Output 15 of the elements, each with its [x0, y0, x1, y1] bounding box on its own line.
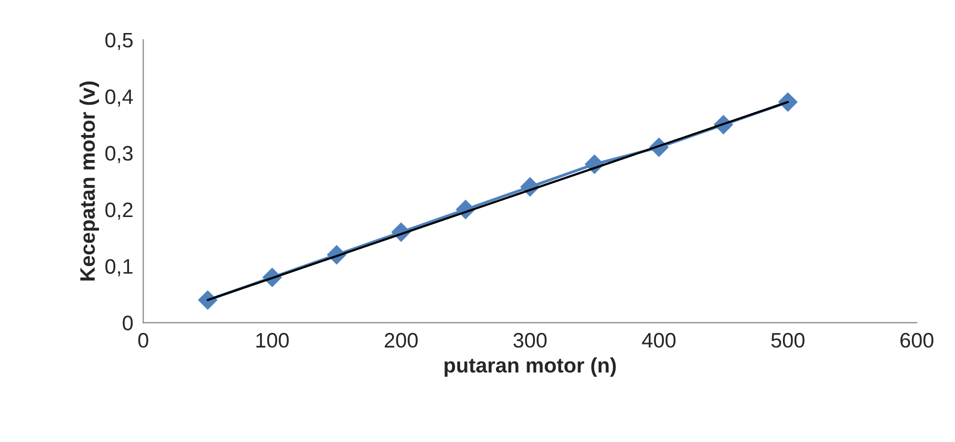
x-tick-label: 600 [900, 332, 934, 348]
y-axis-title: Kecepatan motor (v) [80, 82, 100, 281]
y-tick-label: 0 [122, 316, 133, 330]
x-tick-label: 500 [771, 332, 804, 348]
y-tick-label: 0,4 [105, 89, 133, 107]
x-axis-title: putaran motor (n) [444, 357, 616, 377]
x-tick-label: 300 [513, 332, 547, 348]
y-tick-label: 0,3 [105, 146, 133, 164]
y-tick-label: 0,5 [105, 32, 133, 50]
x-tick-label: 400 [642, 332, 676, 348]
x-tick-label: 200 [384, 332, 418, 348]
x-tick-label: 100 [256, 332, 289, 348]
y-tick-label: 0,2 [105, 202, 132, 220]
x-tick-label: 0 [138, 332, 148, 348]
y-tick-label: 0,1 [105, 259, 133, 276]
